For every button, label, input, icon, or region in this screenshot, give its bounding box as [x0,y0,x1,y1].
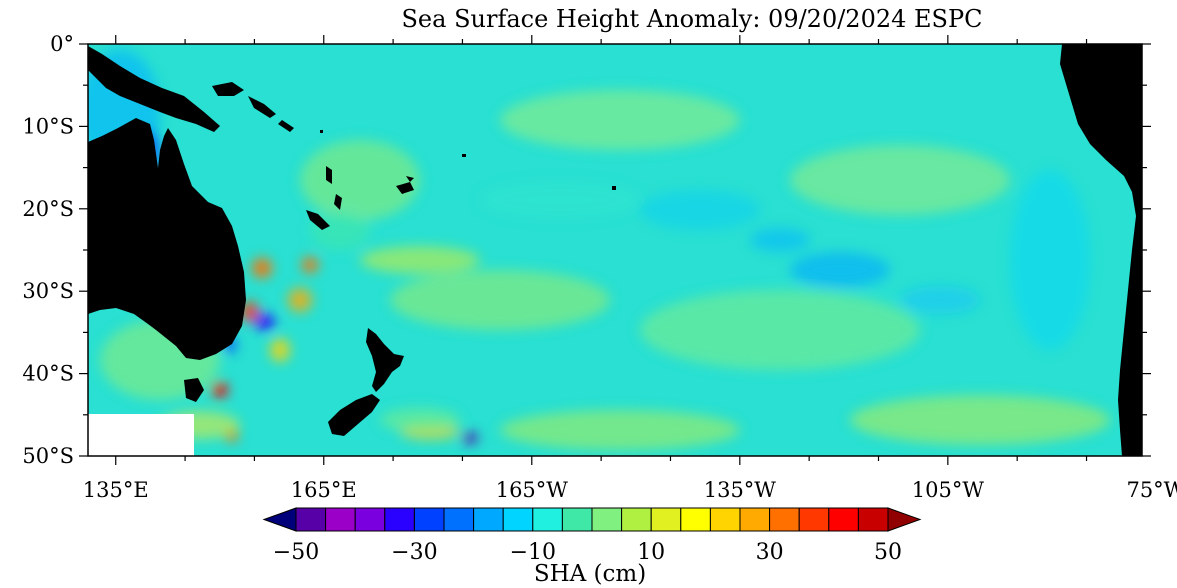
lon-tick-label: 165°E [291,478,357,502]
colorbar-cell [561,507,593,532]
australia-landmass [88,118,246,360]
colorbar-tick-label: 30 [756,540,784,565]
small-island [320,130,323,133]
colorbar-cell [325,507,356,532]
colorbar-label: SHA (cm) [534,561,646,587]
longitude-axis [115,35,1088,465]
small-island [462,154,466,157]
lon-tick-label: 75°W [1126,478,1177,502]
lon-tick-label: 165°W [496,478,569,502]
colorbar-over-triangle [887,507,922,532]
map-title: Sea Surface Height Anomaly: 09/20/2024 E… [401,5,982,33]
new-zealand-south-island [328,394,380,436]
land-mask [88,44,1142,456]
colorbar-cell [384,507,415,532]
anomaly-field [88,50,1110,450]
new-britain-island [212,82,244,96]
lat-tick-label: 0° [50,32,74,56]
new-caledonia-island [306,210,330,230]
colorbar-cell [680,507,711,532]
colorbar-cell [621,507,652,532]
tasmania-island [184,378,204,402]
colorbar-cell [739,507,771,532]
colorbar-tick-label: 10 [637,540,665,565]
new-zealand-north-island [366,328,404,392]
colorbar-cell [857,507,889,532]
colorbar-cell [413,507,445,532]
lat-tick-label: 40°S [22,362,74,386]
colorbar-cell [443,507,475,532]
lat-tick-label: 50°S [22,444,74,468]
lat-tick-label: 10°S [22,114,74,138]
lon-tick-label: 105°W [912,478,985,502]
lat-tick-label: 30°S [22,279,74,303]
latitude-axis [79,43,1151,457]
colorbar-cell [591,507,623,532]
no-data-patch [88,414,194,456]
new-guinea-landmass [88,46,220,132]
colorbar: −50 −30 −10 10 30 50 SHA (cm) [262,507,922,587]
colorbar-tick-label: 50 [874,540,902,565]
colorbar-cell [295,507,327,532]
fiji-islands [396,176,414,194]
colorbar-tick-label: −30 [391,540,437,565]
lon-tick-label: 135°W [704,478,777,502]
colorbar-cell [828,507,859,532]
colorbar-tick-label: −10 [510,540,556,565]
colorbar-cell [798,507,830,532]
colorbar-cell [473,507,504,532]
latitude-labels: 0° 10°S 20°S 30°S 40°S 50°S [22,32,74,468]
colorbar-cell [354,507,386,532]
small-island [612,186,616,190]
colorbar-cell [650,507,682,532]
solomon-islands [248,96,294,132]
colorbar-under-triangle [262,507,297,532]
colorbar-cell [709,507,741,532]
colorbar-cells [295,507,889,532]
vanuatu-islands [326,166,342,210]
colorbar-cell [532,507,563,532]
lon-tick-label: 135°E [83,478,149,502]
colorbar-cell [502,507,534,532]
colorbar-tick-labels: −50 −30 −10 10 30 50 [273,540,902,565]
colorbar-tick-label: −50 [273,540,319,565]
colorbar-cell [769,507,800,532]
longitude-labels: 135°E 165°E 165°W 135°W 105°W 75°W [83,478,1177,502]
lat-tick-label: 20°S [22,197,74,221]
south-america-landmass [1060,44,1142,456]
map-panel: 0°10°S20°S30°S40°S50°S 135°E 165°E 165°W 13… [22,32,1177,502]
